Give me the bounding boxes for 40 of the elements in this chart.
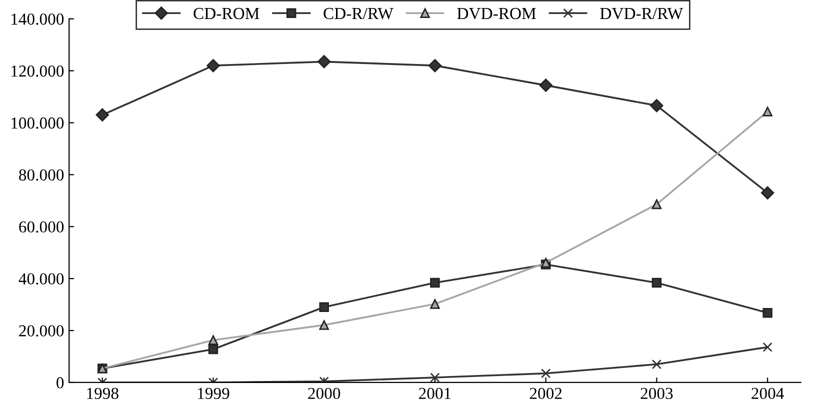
point [650,98,664,112]
x-tick-label: 1999 [198,388,230,400]
point [762,106,772,116]
point [319,320,329,330]
point [206,58,220,72]
y-tick-label: 40.000 [18,273,64,285]
legend-label: CD-R/RW [324,8,394,20]
point [208,344,218,354]
point [652,278,662,288]
point [652,359,662,370]
x-tick-label: 2004 [752,388,784,400]
point [428,58,442,72]
point [760,186,774,200]
point [319,302,329,312]
point [762,308,772,318]
point [430,278,440,288]
point [318,55,331,68]
x-tick-label: 2001 [419,388,451,400]
y-tick-label: 80.000 [19,169,64,181]
legend-label: DVD-ROM [457,8,536,20]
point [540,368,551,378]
y-tick-label: 20.000 [19,325,64,337]
point [430,299,440,309]
y-tick-label: 120.000 [12,65,64,77]
legend-label: DVD-R/RW [600,8,683,20]
x-tick-label: 1998 [87,388,118,400]
x-tick-label: 2002 [530,388,562,400]
x-tick-label: 2000 [308,388,340,400]
y-tick-label: 100.000 [12,117,64,129]
legend-label: CD-ROM [194,8,260,20]
point [208,335,218,345]
x-tick-label: 2003 [640,388,673,400]
point [430,372,440,382]
y-tick-label: 140.000 [12,14,64,25]
point [762,342,772,352]
y-tick-label: 60.000 [19,221,64,233]
point [96,108,109,122]
y-tick-label: 0 [56,377,64,388]
point [652,199,662,210]
point [539,78,552,92]
